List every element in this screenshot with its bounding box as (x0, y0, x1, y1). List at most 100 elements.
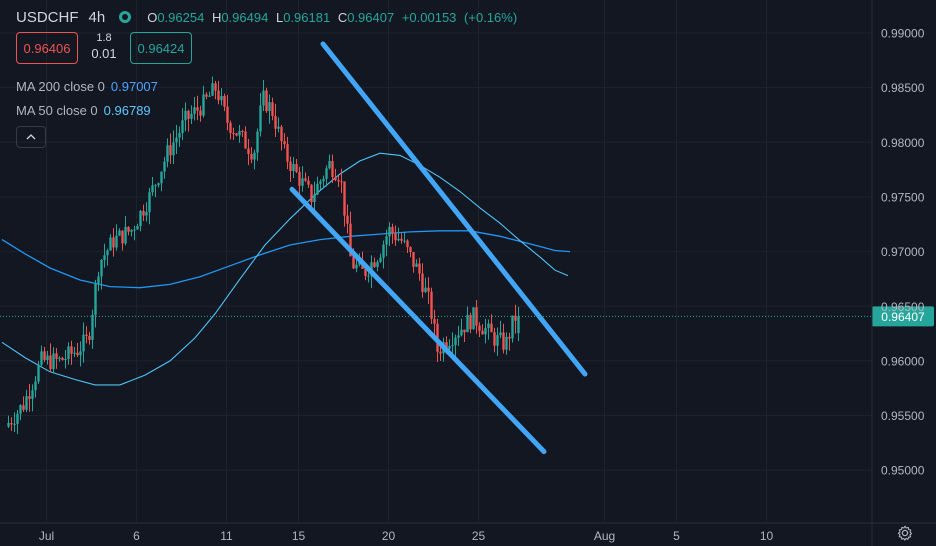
candle-body (154, 185, 157, 187)
symbol-name[interactable]: USDCHF (16, 8, 79, 26)
candle-body (64, 358, 67, 361)
buy-price-button[interactable]: 0.96424 (130, 32, 192, 64)
candle-body (151, 185, 154, 193)
candle-body (466, 315, 469, 333)
candle-body (301, 178, 304, 186)
candle-body (472, 307, 475, 330)
sell-price-button[interactable]: 0.96406 (16, 32, 78, 64)
price-tick-label: 0.95000 (881, 464, 925, 478)
candle-body (283, 141, 286, 145)
candle-body (10, 423, 13, 425)
candle-body (85, 334, 88, 336)
time-tick-label: 15 (292, 529, 306, 543)
ma200-legend[interactable]: MA 200 close 0 0.97007 (16, 79, 158, 94)
price-tick-label: 0.97500 (881, 190, 925, 204)
price-tick-label: 0.95500 (881, 409, 925, 423)
candle-body (490, 323, 493, 333)
candle-body (430, 291, 433, 319)
candle-body (217, 90, 220, 101)
candle-body (325, 168, 328, 179)
candle-body (118, 230, 121, 236)
candle-body (502, 332, 505, 350)
candle-body (28, 396, 31, 399)
time-tick-label: 11 (220, 529, 233, 543)
price-tick-label: 0.96000 (881, 354, 925, 368)
candle-body (16, 413, 19, 424)
candle-body (334, 177, 337, 180)
candle-body (193, 107, 196, 114)
candle-body (484, 328, 487, 335)
candle-body (268, 102, 271, 112)
candle-body (97, 276, 100, 284)
candle-body (166, 145, 169, 162)
candle-body (397, 238, 400, 241)
candle-body (34, 381, 37, 391)
candle-body (322, 178, 325, 182)
candle-body (448, 346, 451, 349)
candle-body (406, 240, 409, 248)
price-tick-label: 0.96500 (881, 300, 925, 314)
candle-body (424, 287, 427, 293)
candle-body (289, 161, 292, 172)
candle-body (229, 122, 232, 133)
eye-icon[interactable] (119, 11, 132, 23)
ma50-legend[interactable]: MA 50 close 0 0.96789 (16, 103, 151, 118)
candle-body (274, 115, 277, 129)
candle-body (196, 107, 199, 111)
candle-body (106, 250, 109, 256)
candle-body (115, 235, 118, 248)
candle-body (394, 233, 397, 241)
candle-body (385, 236, 388, 245)
candle-body (259, 105, 262, 132)
time-tick-label: Aug (594, 529, 615, 543)
candle-body (256, 131, 259, 153)
candle-body (130, 229, 133, 232)
candle-body (271, 102, 274, 116)
candle-body (202, 94, 205, 116)
candle-body (226, 106, 229, 123)
candle-body (253, 152, 256, 160)
candle-body (310, 184, 313, 202)
time-tick-label: 25 (472, 529, 486, 543)
candle-body (145, 212, 148, 216)
last-price-tag (872, 306, 934, 327)
candle-body (454, 337, 457, 346)
candle-body (463, 329, 466, 333)
candle-body (148, 192, 151, 213)
last-price-label: 0.96407 (881, 310, 925, 324)
candle-body (157, 183, 160, 186)
ma50-series (1, 152, 569, 386)
candle-body (199, 110, 202, 116)
chart-settings-button[interactable] (897, 525, 913, 546)
timeframe-label[interactable]: 4h (88, 8, 106, 26)
candle-body (175, 137, 178, 143)
time-tick-label: 20 (382, 529, 396, 543)
spread-display: 1.8 0.01 (86, 30, 122, 62)
collapse-legend-button[interactable] (16, 126, 46, 148)
candle-body (415, 263, 418, 267)
candle-body (346, 215, 349, 224)
candle-body (223, 96, 226, 107)
candle-body (505, 336, 508, 350)
candle-body (499, 332, 502, 336)
candle-body (433, 318, 436, 324)
candle-body (391, 226, 394, 234)
candle-body (52, 353, 55, 370)
candle-body (457, 335, 460, 338)
candle-body (328, 160, 331, 169)
time-tick-label: 10 (760, 529, 774, 543)
candle-body (109, 237, 112, 251)
candle-body (19, 405, 22, 414)
candle-body (409, 247, 412, 253)
candle-body (511, 315, 514, 339)
gear-icon (897, 525, 913, 541)
candle-body (514, 315, 517, 321)
candle-body (40, 351, 43, 365)
candle-body (451, 345, 454, 347)
candle-body (58, 357, 61, 359)
candle-body (31, 390, 34, 399)
candle-body (232, 132, 235, 134)
candle-body (241, 130, 244, 132)
